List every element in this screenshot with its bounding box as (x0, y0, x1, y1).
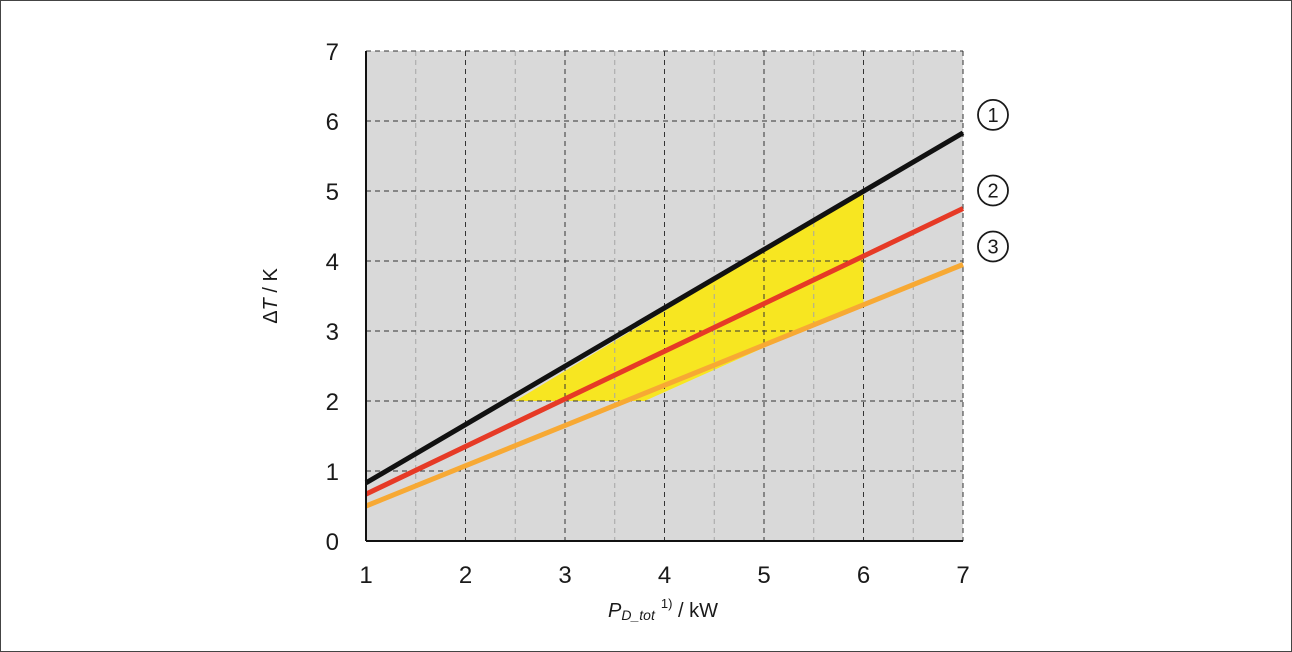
x-axis-subscript: D_tot (621, 607, 656, 623)
x-axis-label: PD_tot 1) / kW (608, 596, 718, 623)
x-axis-symbol: P (608, 600, 622, 622)
series-line-3 (365, 262, 964, 509)
x-axis-superscript: 1) (661, 596, 673, 611)
y-tick-label: 5 (326, 179, 339, 206)
y-axis-unit: / K (260, 268, 282, 299)
series-layer (364, 130, 965, 509)
x-tick-label: 6 (857, 562, 870, 589)
grid-layer (366, 50, 964, 541)
x-tick-labels: 1 2 3 4 5 6 7 (359, 562, 969, 589)
y-tick-label: 7 (326, 39, 339, 66)
series-marker-label-3: 3 (987, 237, 998, 259)
y-axis-symbol: T (260, 296, 282, 310)
x-axis-unit: / kW (672, 600, 718, 622)
series-line-2 (364, 206, 965, 497)
y-tick-label: 3 (326, 319, 339, 346)
y-tick-labels: 0 1 2 3 4 5 6 7 (326, 39, 339, 556)
series-marker-circle-3 (977, 230, 1009, 263)
x-tick-label: 3 (558, 562, 571, 589)
series-marker-label-1: 1 (987, 105, 998, 127)
series-markers: 1 2 3 (977, 99, 1009, 263)
y-axis-delta: Δ (260, 310, 282, 323)
series-marker-label-2: 2 (987, 181, 998, 203)
series-marker-circle-1 (977, 99, 1009, 131)
x-tick-label: 4 (658, 562, 671, 589)
y-tick-label: 6 (326, 109, 339, 136)
x-tick-label: 2 (459, 562, 472, 589)
series-line-1 (364, 130, 965, 486)
y-tick-label: 4 (326, 249, 339, 276)
x-tick-label: 7 (956, 562, 969, 589)
series-marker-circle-2 (977, 174, 1009, 207)
y-axis-label: ΔT / K (260, 268, 282, 324)
y-tick-label: 0 (326, 529, 339, 556)
y-tick-label: 1 (326, 459, 339, 486)
y-tick-label: 2 (326, 389, 339, 416)
x-tick-label: 1 (359, 562, 372, 589)
x-tick-label: 5 (757, 562, 770, 589)
